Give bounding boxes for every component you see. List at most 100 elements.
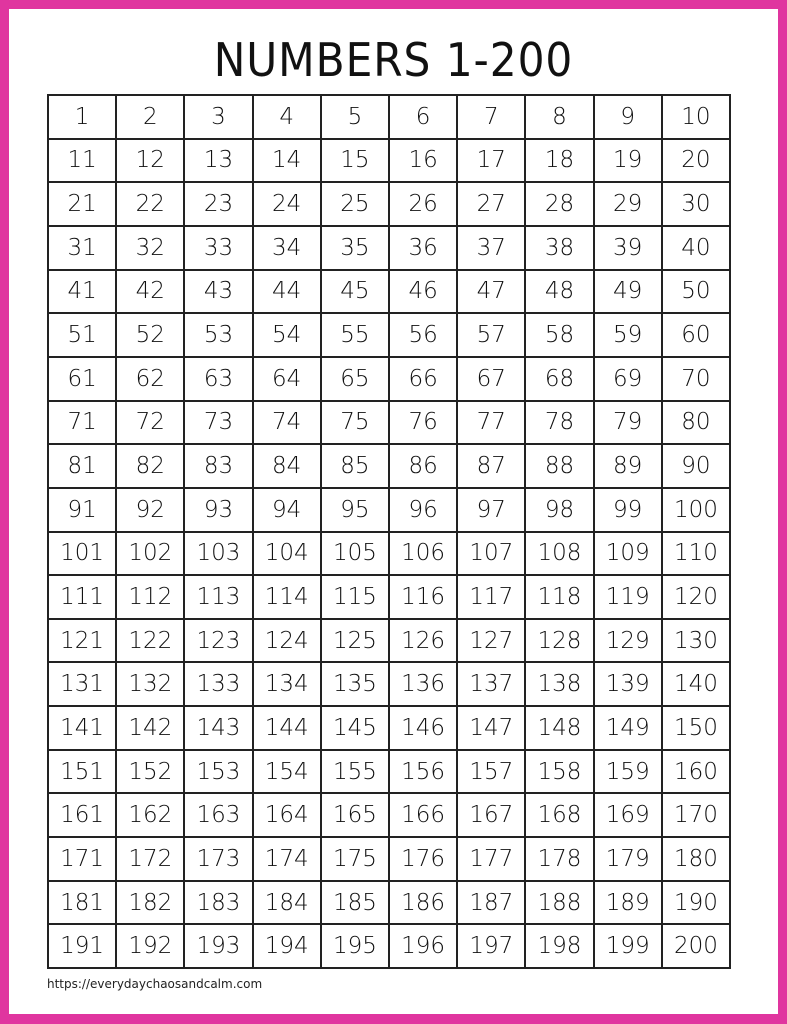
number-cell: 117 [458,576,527,620]
number-cell: 141 [49,707,118,751]
number-cell: 92 [117,488,186,533]
number-cell: 85 [321,445,390,489]
number-cell: 68 [526,357,595,402]
number-cell: 137 [458,663,527,708]
number-cell: 197 [458,925,527,969]
number-cell: 132 [117,663,186,708]
number-cell: 4 [253,96,322,140]
number-cell: 69 [594,357,663,402]
number-cell: 176 [389,838,459,882]
number-cell: 31 [49,226,118,271]
number-cell: 56 [389,314,459,358]
number-cell: 91 [49,488,118,533]
number-cell: 180 [662,838,731,882]
number-cell: 65 [321,357,390,402]
number-cell: 13 [185,139,254,184]
number-cell: 71 [49,401,118,446]
number-cell: 124 [253,619,322,664]
number-cell: 165 [321,794,390,839]
number-cell: 196 [389,925,459,969]
number-cell: 17 [458,139,527,184]
number-cell: 86 [389,445,459,489]
number-cell: 21 [49,183,118,227]
number-cell: 76 [389,401,459,446]
number-cell: 192 [117,925,186,969]
number-cell: 179 [594,838,663,882]
number-cell: 114 [253,576,322,620]
number-cell: 20 [662,139,731,184]
number-cell: 62 [117,357,186,402]
number-cell: 72 [117,401,186,446]
number-cell: 136 [389,663,459,708]
number-cell: 55 [321,314,390,358]
number-cell: 168 [526,794,595,839]
number-cell: 191 [49,925,118,969]
number-cell: 111 [49,576,118,620]
number-cell: 194 [253,925,322,969]
number-cell: 119 [594,576,663,620]
number-cell: 29 [594,183,663,227]
number-cell: 81 [49,445,118,489]
number-cell: 153 [185,750,254,795]
number-cell: 14 [253,139,322,184]
number-cell: 185 [321,881,390,926]
number-cell: 182 [117,881,186,926]
number-cell: 199 [594,925,663,969]
number-cell: 59 [594,314,663,358]
number-cell: 164 [253,794,322,839]
number-cell: 129 [594,619,663,664]
number-cell: 147 [458,707,527,751]
number-cell: 46 [389,270,459,315]
number-cell: 161 [49,794,118,839]
number-cell: 78 [526,401,595,446]
number-cell: 195 [321,925,390,969]
number-cell: 152 [117,750,186,795]
number-cell: 122 [117,619,186,664]
number-cell: 158 [526,750,595,795]
number-cell: 166 [389,794,459,839]
number-cell: 5 [321,96,390,140]
number-cell: 84 [253,445,322,489]
number-cell: 113 [185,576,254,620]
number-cell: 10 [662,96,731,140]
number-cell: 172 [117,838,186,882]
number-cell: 2 [117,96,186,140]
number-cell: 102 [117,532,186,577]
number-cell: 138 [526,663,595,708]
number-cell: 45 [321,270,390,315]
number-cell: 83 [185,445,254,489]
number-cell: 173 [185,838,254,882]
number-cell: 184 [253,881,322,926]
number-cell: 89 [594,445,663,489]
number-cell: 125 [321,619,390,664]
number-cell: 94 [253,488,322,533]
number-cell: 26 [389,183,459,227]
number-cell: 178 [526,838,595,882]
number-cell: 145 [321,707,390,751]
number-cell: 52 [117,314,186,358]
number-cell: 163 [185,794,254,839]
number-cell: 193 [185,925,254,969]
number-cell: 159 [594,750,663,795]
number-cell: 53 [185,314,254,358]
number-cell: 146 [389,707,459,751]
number-cell: 156 [389,750,459,795]
number-cell: 15 [321,139,390,184]
number-cell: 49 [594,270,663,315]
number-cell: 63 [185,357,254,402]
number-cell: 171 [49,838,118,882]
number-cell: 133 [185,663,254,708]
number-cell: 22 [117,183,186,227]
number-cell: 110 [662,532,731,577]
number-cell: 61 [49,357,118,402]
number-cell: 39 [594,226,663,271]
number-cell: 73 [185,401,254,446]
number-cell: 188 [526,881,595,926]
number-cell: 175 [321,838,390,882]
number-cell: 187 [458,881,527,926]
number-cell: 121 [49,619,118,664]
number-cell: 104 [253,532,322,577]
number-cell: 150 [662,707,731,751]
number-cell: 6 [389,96,459,140]
number-cell: 100 [662,488,731,533]
